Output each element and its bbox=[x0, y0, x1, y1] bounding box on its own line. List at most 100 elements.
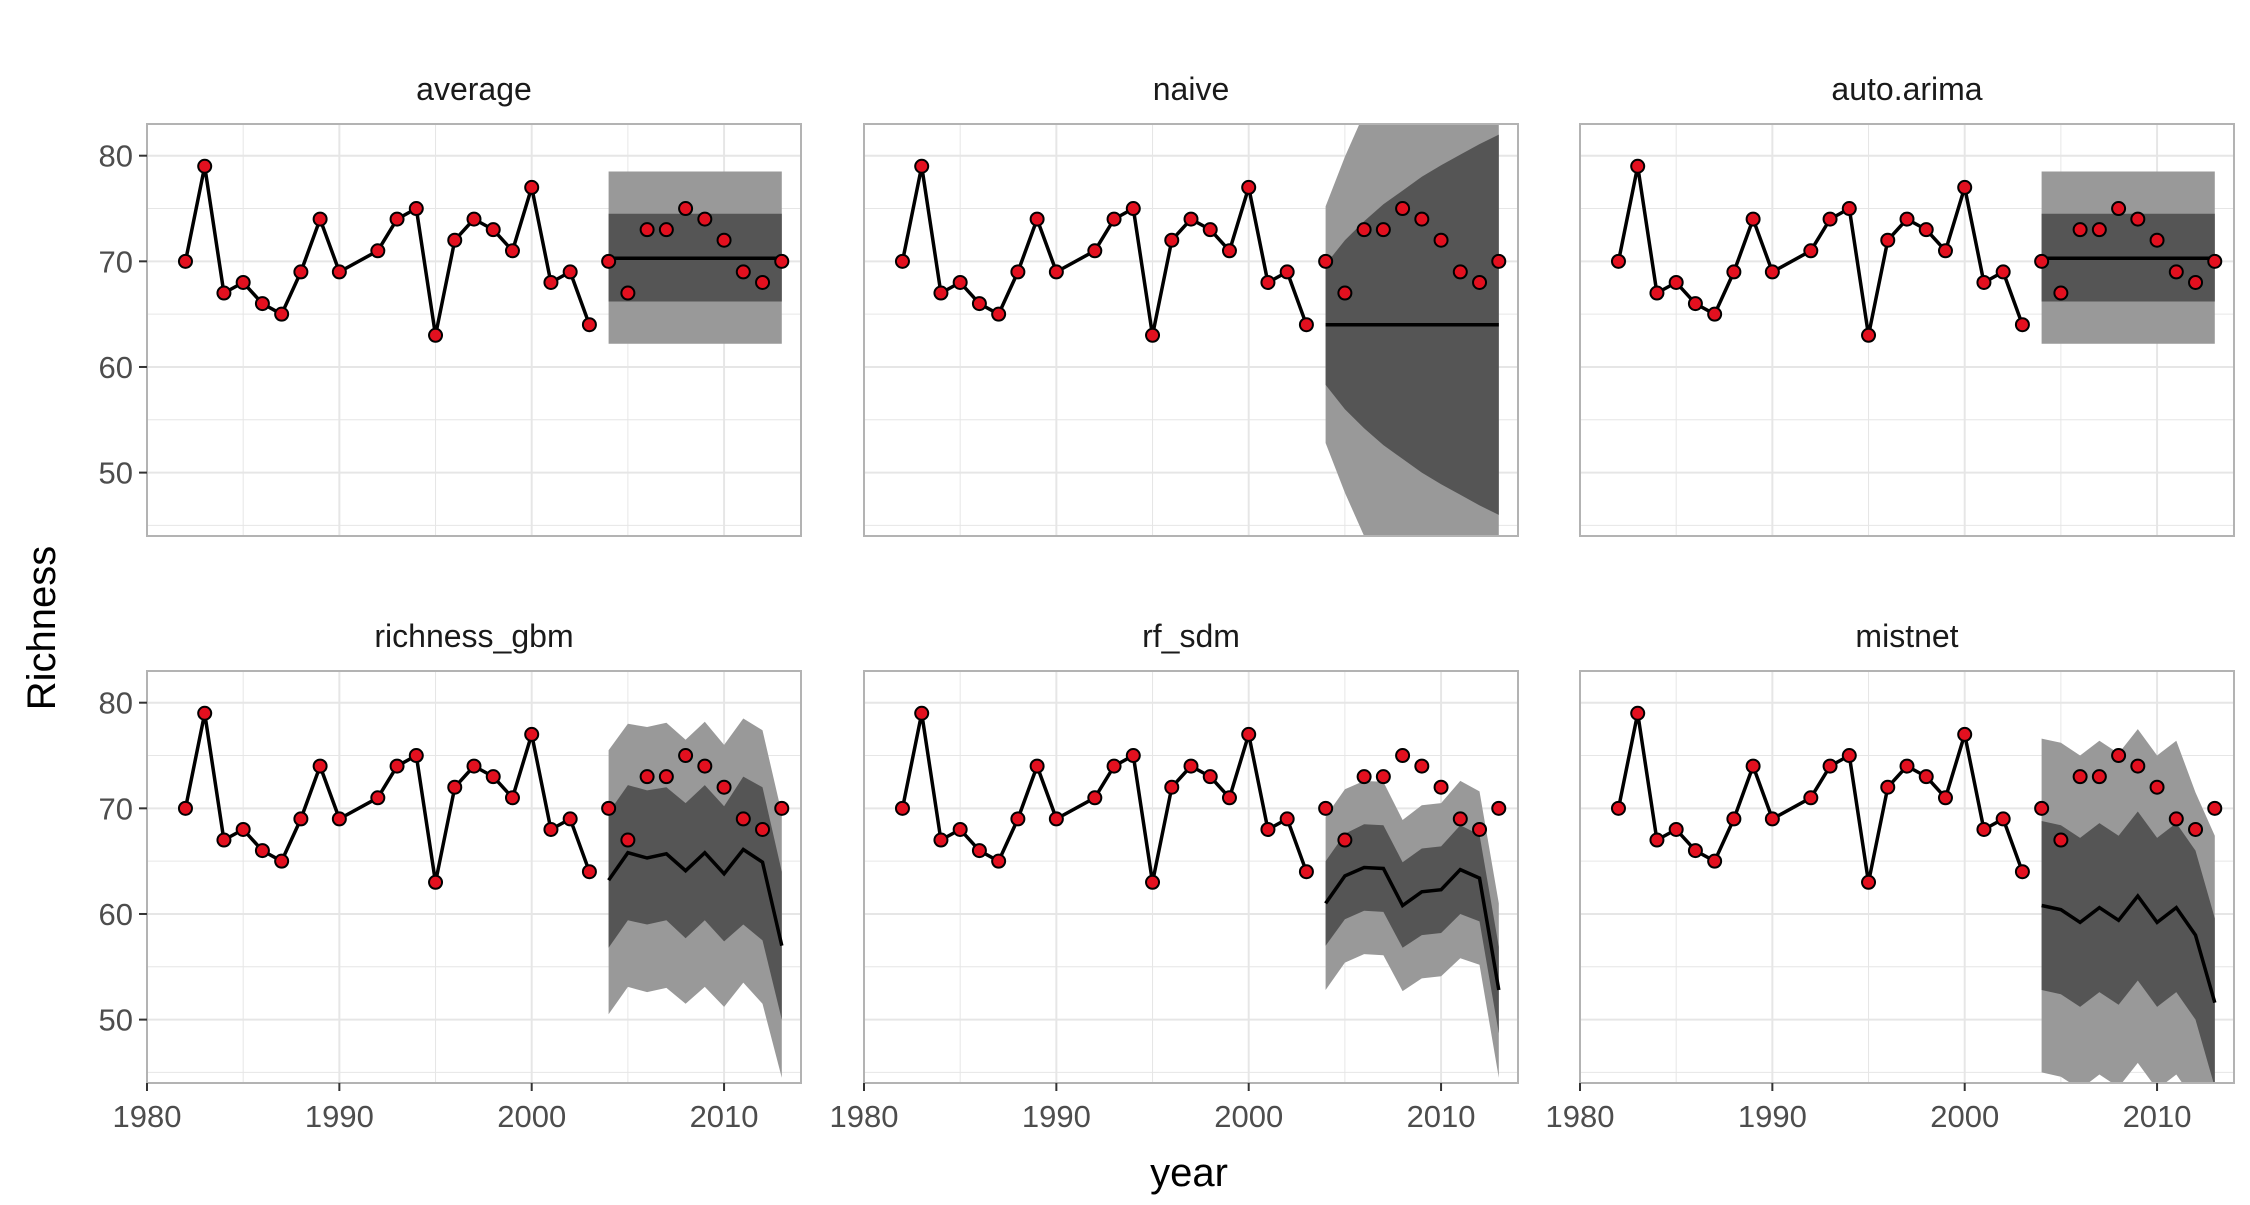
data-point bbox=[1433, 779, 1449, 795]
data-point bbox=[466, 758, 482, 774]
data-point bbox=[293, 811, 309, 827]
data-point bbox=[524, 726, 540, 742]
data-point bbox=[735, 811, 751, 827]
data-point bbox=[1087, 790, 1103, 806]
data-point bbox=[389, 758, 405, 774]
data-point bbox=[1726, 264, 1742, 280]
data-point bbox=[2168, 264, 2184, 280]
data-point bbox=[312, 211, 328, 227]
data-point bbox=[1610, 800, 1626, 816]
data-point bbox=[274, 306, 290, 322]
data-point bbox=[991, 853, 1007, 869]
prediction-band-inner bbox=[2041, 811, 2215, 1083]
data-point bbox=[408, 201, 424, 217]
data-point bbox=[1202, 222, 1218, 238]
data-point bbox=[1298, 317, 1314, 333]
observed-points bbox=[177, 158, 790, 343]
data-point bbox=[1472, 274, 1488, 290]
prediction-band-inner bbox=[608, 776, 782, 1020]
panel-mistnet: mistnet 1980 1990 2000 2010 bbox=[1546, 618, 2235, 1134]
data-point bbox=[1221, 243, 1237, 259]
data-point bbox=[914, 158, 930, 174]
data-point bbox=[716, 779, 732, 795]
data-point bbox=[216, 832, 232, 848]
x-tick-label: 2000 bbox=[1930, 1099, 1999, 1134]
data-point bbox=[504, 243, 520, 259]
data-point bbox=[2053, 832, 2069, 848]
data-point bbox=[235, 821, 251, 837]
data-point bbox=[1010, 811, 1026, 827]
data-point bbox=[581, 864, 597, 880]
data-point bbox=[1414, 211, 1430, 227]
data-point bbox=[2034, 800, 2050, 816]
data-point bbox=[1260, 274, 1276, 290]
data-point bbox=[735, 264, 751, 280]
data-point bbox=[1202, 769, 1218, 785]
data-point bbox=[1029, 211, 1045, 227]
data-point bbox=[933, 832, 949, 848]
data-point bbox=[774, 253, 790, 269]
panel-auto-arima: auto.arima bbox=[1579, 71, 2235, 537]
data-point bbox=[485, 222, 501, 238]
data-point bbox=[389, 211, 405, 227]
data-point bbox=[428, 327, 444, 343]
y-axis-label: Richness bbox=[20, 546, 64, 711]
data-point bbox=[774, 800, 790, 816]
data-point bbox=[2130, 211, 2146, 227]
data-point bbox=[2207, 253, 2223, 269]
data-point bbox=[1957, 726, 1973, 742]
panel-title: rf_sdm bbox=[1142, 618, 1240, 654]
data-point bbox=[1452, 811, 1468, 827]
data-point bbox=[2014, 864, 2030, 880]
data-point bbox=[331, 811, 347, 827]
data-point bbox=[2091, 769, 2107, 785]
data-point bbox=[1649, 285, 1665, 301]
data-point bbox=[620, 832, 636, 848]
data-point bbox=[1318, 253, 1334, 269]
data-point bbox=[1630, 158, 1646, 174]
data-point bbox=[2168, 811, 2184, 827]
x-tick-label: 1980 bbox=[830, 1099, 899, 1134]
data-point bbox=[601, 800, 617, 816]
observed-points bbox=[177, 705, 790, 890]
data-point bbox=[1822, 211, 1838, 227]
data-point bbox=[1260, 821, 1276, 837]
data-point bbox=[1764, 811, 1780, 827]
data-point bbox=[1745, 758, 1761, 774]
data-point bbox=[1164, 232, 1180, 248]
forecast bbox=[607, 718, 784, 1078]
data-point bbox=[1918, 222, 1934, 238]
data-point bbox=[2034, 253, 2050, 269]
data-point bbox=[447, 232, 463, 248]
data-point bbox=[1995, 264, 2011, 280]
x-tick-label: 2010 bbox=[690, 1099, 759, 1134]
data-point bbox=[716, 232, 732, 248]
data-point bbox=[1048, 264, 1064, 280]
data-point bbox=[1087, 243, 1103, 259]
data-point bbox=[1803, 790, 1819, 806]
data-point bbox=[1491, 253, 1507, 269]
observed-points bbox=[894, 158, 1507, 343]
data-point bbox=[1668, 821, 1684, 837]
data-point bbox=[1356, 222, 1372, 238]
data-point bbox=[1395, 201, 1411, 217]
data-point bbox=[1337, 285, 1353, 301]
data-point bbox=[254, 296, 270, 312]
data-point bbox=[1687, 296, 1703, 312]
data-point bbox=[1356, 769, 1372, 785]
data-point bbox=[1337, 832, 1353, 848]
data-point bbox=[755, 274, 771, 290]
y-tick-label: 50 bbox=[99, 1003, 133, 1038]
data-point bbox=[274, 853, 290, 869]
observed-points bbox=[894, 705, 1507, 890]
x-tick-label: 1980 bbox=[1546, 1099, 1615, 1134]
y-tick-label: 80 bbox=[99, 686, 133, 721]
panel-title: richness_gbm bbox=[374, 618, 573, 654]
observed-points bbox=[1610, 705, 2223, 890]
data-point bbox=[2111, 201, 2127, 217]
y-tick-label: 80 bbox=[99, 139, 133, 174]
data-point bbox=[1976, 821, 1992, 837]
y-tick-label: 70 bbox=[99, 791, 133, 826]
